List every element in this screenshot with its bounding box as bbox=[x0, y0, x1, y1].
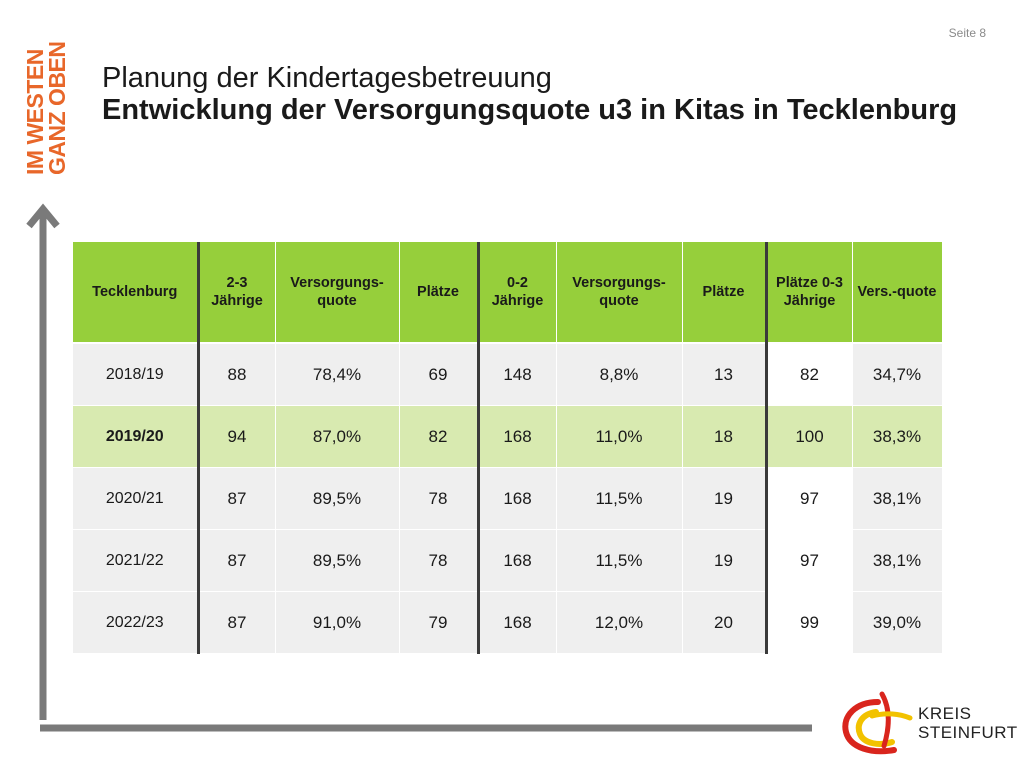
table-cell: 2019/20 bbox=[73, 405, 199, 468]
table-cell: 2021/22 bbox=[73, 529, 199, 592]
slide-title: Planung der Kindertagesbetreuung Entwick… bbox=[102, 62, 962, 127]
table-cell: 99 bbox=[764, 591, 853, 654]
table-cell: 79 bbox=[399, 591, 479, 654]
table-cell: 94 bbox=[196, 405, 276, 468]
table-cell: 12,0% bbox=[556, 591, 683, 654]
table-cell: 168 bbox=[476, 591, 557, 654]
table-row: 2018/19 88 78,4% 69 148 8,8% 13 82 34,7% bbox=[73, 343, 943, 406]
logo-text-line1: KREIS bbox=[918, 704, 972, 723]
table-cell: 91,0% bbox=[275, 591, 400, 654]
table-cell: 87 bbox=[196, 591, 276, 654]
table-cell: 8,8% bbox=[556, 343, 683, 406]
column-header: 0-2 Jährige bbox=[476, 242, 557, 344]
table-cell: 78 bbox=[399, 467, 479, 530]
table-cell: 11,5% bbox=[556, 467, 683, 530]
column-header: 2-3 Jährige bbox=[196, 242, 276, 344]
table-cell: 11,0% bbox=[556, 405, 683, 468]
table-cell: 148 bbox=[476, 343, 557, 406]
table-cell: 19 bbox=[682, 467, 767, 530]
table-row-highlighted: 2019/20 94 87,0% 82 168 11,0% 18 100 38,… bbox=[73, 405, 943, 468]
table-cell: 34,7% bbox=[852, 343, 943, 406]
column-header: Plätze 0-3 Jährige bbox=[764, 242, 853, 344]
table-cell: 97 bbox=[764, 529, 853, 592]
table-cell: 97 bbox=[764, 467, 853, 530]
column-header: Vers.-quote bbox=[852, 242, 943, 344]
kreis-steinfurt-logo-icon bbox=[842, 691, 913, 755]
table-cell: 20 bbox=[682, 591, 767, 654]
table-cell: 87 bbox=[196, 529, 276, 592]
table-cell: 89,5% bbox=[275, 467, 400, 530]
table-cell: 11,5% bbox=[556, 529, 683, 592]
table-row: 2022/23 87 91,0% 79 168 12,0% 20 99 39,0… bbox=[73, 591, 943, 654]
table-cell: 87 bbox=[196, 467, 276, 530]
table-cell: 78,4% bbox=[275, 343, 400, 406]
title-line1: Planung der Kindertagesbetreuung bbox=[102, 62, 552, 94]
table-cell: 39,0% bbox=[852, 591, 943, 654]
table-cell: 82 bbox=[764, 343, 853, 406]
table-cell: 2018/19 bbox=[73, 343, 199, 406]
column-header: Versorgungs-quote bbox=[275, 242, 400, 344]
table-cell: 18 bbox=[682, 405, 767, 468]
table-cell: 168 bbox=[476, 467, 557, 530]
table-cell: 38,1% bbox=[852, 467, 943, 530]
table-cell: 100 bbox=[764, 405, 853, 468]
table-cell: 2022/23 bbox=[73, 591, 199, 654]
page-number: Seite 8 bbox=[948, 26, 986, 40]
table-cell: 38,1% bbox=[852, 529, 943, 592]
table-cell: 2020/21 bbox=[73, 467, 199, 530]
table-cell: 87,0% bbox=[275, 405, 400, 468]
table-cell: 69 bbox=[399, 343, 479, 406]
column-header: Plätze bbox=[682, 242, 767, 344]
data-table: Tecklenburg 2-3 Jährige Versorgungs-quot… bbox=[73, 242, 943, 654]
table-cell: 88 bbox=[196, 343, 276, 406]
table-cell: 78 bbox=[399, 529, 479, 592]
table-cell: 89,5% bbox=[275, 529, 400, 592]
table-cell: 168 bbox=[476, 529, 557, 592]
column-header: Tecklenburg bbox=[73, 242, 199, 344]
table-row: 2021/22 87 89,5% 78 168 11,5% 19 97 38,1… bbox=[73, 529, 943, 592]
table-cell: 168 bbox=[476, 405, 557, 468]
axis-arrow-head bbox=[26, 203, 60, 229]
column-header: Versorgungs-quote bbox=[556, 242, 683, 344]
title-line2: Entwicklung der Versorgungsquote u3 in K… bbox=[102, 94, 958, 126]
table-cell: 38,3% bbox=[852, 405, 943, 468]
table-header-row: Tecklenburg 2-3 Jährige Versorgungs-quot… bbox=[73, 242, 943, 344]
logo-text: KREIS STEINFURT bbox=[918, 704, 1018, 742]
column-header: Plätze bbox=[399, 242, 479, 344]
table-cell: 13 bbox=[682, 343, 767, 406]
table-cell: 19 bbox=[682, 529, 767, 592]
table-cell: 82 bbox=[399, 405, 479, 468]
table-row: 2020/21 87 89,5% 78 168 11,5% 19 97 38,1… bbox=[73, 467, 943, 530]
logo-text-line2: STEINFURT bbox=[918, 723, 1018, 742]
